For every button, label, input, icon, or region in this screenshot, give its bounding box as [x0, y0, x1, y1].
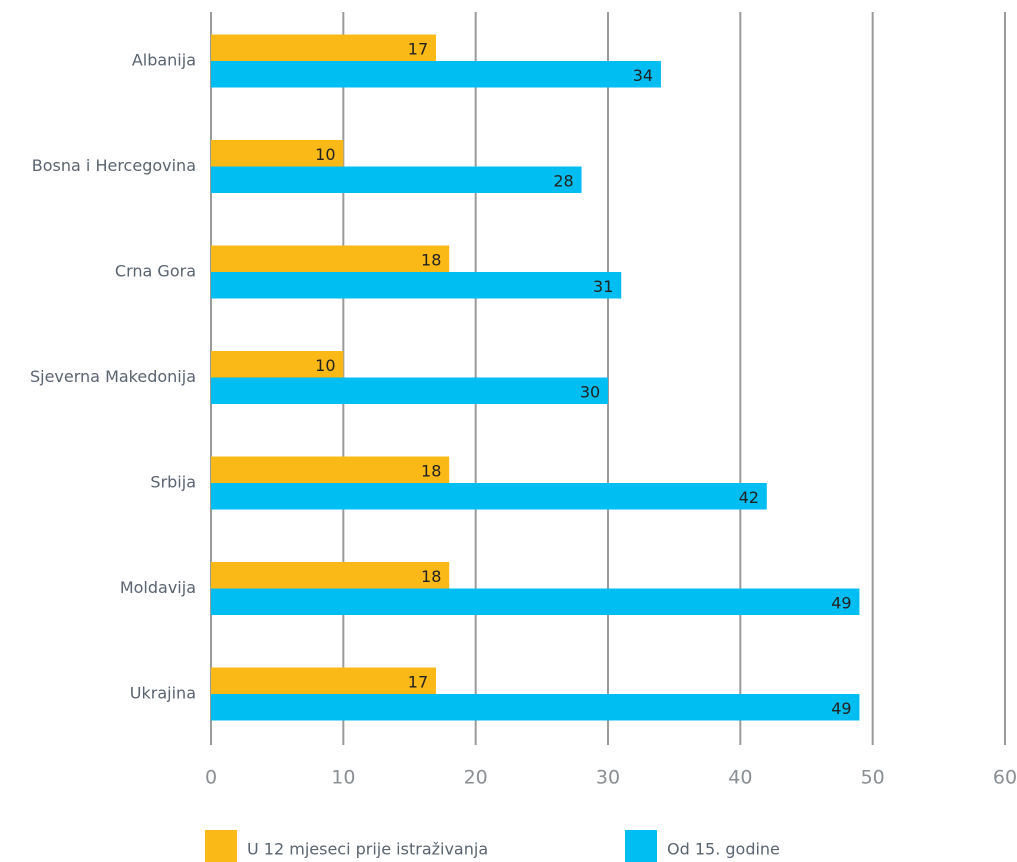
bar	[211, 61, 661, 88]
category-label: Albanija	[132, 51, 196, 70]
bar	[211, 166, 582, 193]
value-label: 28	[553, 171, 573, 190]
x-tick-label: 60	[993, 767, 1017, 789]
legend-label: Od 15. godine	[667, 840, 780, 859]
value-label: 17	[408, 39, 428, 58]
value-label: 17	[408, 672, 428, 691]
value-label: 10	[315, 145, 335, 164]
category-label: Srbija	[150, 473, 196, 492]
bar	[211, 694, 860, 721]
category-label: Crna Gora	[115, 262, 196, 281]
bar	[211, 588, 860, 615]
x-tick-label: 0	[205, 767, 217, 789]
x-tick-label: 30	[596, 767, 620, 789]
category-label: Ukrajina	[130, 684, 196, 703]
legend-swatch	[205, 830, 237, 862]
value-label: 49	[831, 593, 851, 612]
value-label: 49	[831, 699, 851, 718]
category-label: Sjeverna Makedonija	[30, 367, 196, 386]
value-label: 42	[739, 488, 759, 507]
value-label: 31	[593, 277, 613, 296]
bar	[211, 245, 450, 272]
value-label: 10	[315, 356, 335, 375]
bar	[211, 377, 608, 404]
legend-label: U 12 mjeseci prije istraživanja	[247, 840, 488, 859]
value-label: 18	[421, 567, 441, 586]
x-tick-label: 40	[728, 767, 752, 789]
x-tick-label: 10	[331, 767, 355, 789]
value-label: 18	[421, 461, 441, 480]
bar	[211, 34, 436, 61]
x-tick-label: 50	[861, 767, 885, 789]
x-tick-label: 20	[464, 767, 488, 789]
bar	[211, 562, 450, 589]
bar	[211, 140, 344, 167]
legend-swatch	[625, 830, 657, 862]
value-label: 30	[580, 382, 600, 401]
value-label: 18	[421, 250, 441, 269]
value-label: 34	[633, 66, 653, 85]
category-label: Moldavija	[120, 578, 196, 597]
bar	[211, 456, 450, 483]
bar	[211, 351, 344, 378]
bar	[211, 483, 767, 510]
category-label: Bosna i Hercegovina	[32, 156, 196, 175]
bar	[211, 272, 622, 299]
bar	[211, 667, 436, 694]
